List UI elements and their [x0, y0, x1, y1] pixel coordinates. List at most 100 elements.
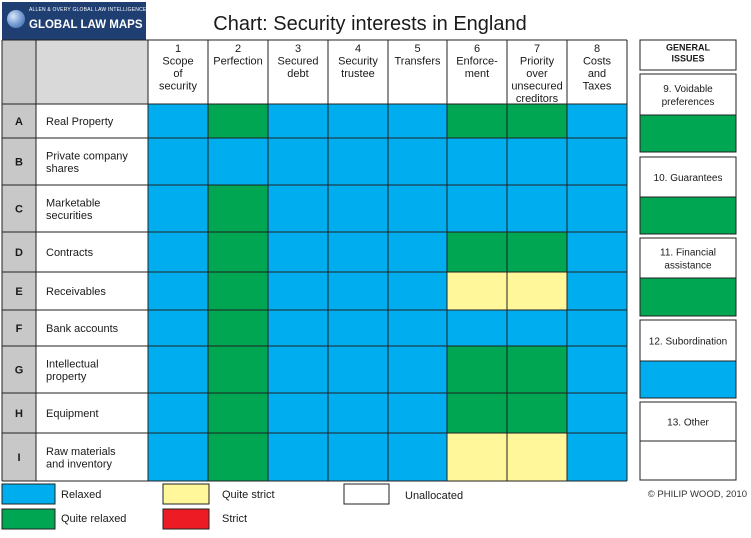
legend-label-strict: Strict: [222, 513, 247, 525]
general-issue-value: [639, 114, 737, 153]
cell-D-3: [268, 232, 328, 272]
cell-E-3: [268, 272, 328, 310]
legend-swatch-quite_relaxed: [1, 508, 56, 530]
cell-H-5: [388, 393, 447, 433]
cell-B-2: [208, 138, 268, 185]
row-label-A: Real Property: [46, 116, 114, 128]
cell-B-6: [447, 138, 507, 185]
legend-label-relaxed: Relaxed: [61, 489, 101, 501]
legend-swatch-strict: [162, 508, 210, 530]
cell-D-1: [148, 232, 208, 272]
cell-D-5: [388, 232, 447, 272]
row-label-D: Contracts: [46, 247, 94, 259]
cell-E-1: [148, 272, 208, 310]
general-issue-label: 13. Other: [667, 418, 709, 429]
row-letter-E: E: [15, 286, 22, 298]
header-corner-letter: [2, 40, 36, 104]
cell-A-7: [507, 104, 567, 138]
cell-I-6: [447, 433, 507, 481]
cell-D-4: [328, 232, 388, 272]
cell-G-7: [507, 346, 567, 393]
row-letter-D: D: [15, 247, 23, 259]
cell-H-7: [507, 393, 567, 433]
cell-G-2: [208, 346, 268, 393]
row-letter-cell: [2, 232, 36, 272]
cell-C-5: [388, 185, 447, 232]
cell-A-8: [567, 104, 627, 138]
column-header-6: 6 Enforce-ment: [456, 43, 498, 80]
globe-icon: [7, 10, 25, 28]
cell-C-3: [268, 185, 328, 232]
cell-G-8: [567, 346, 627, 393]
cell-I-7: [507, 433, 567, 481]
cell-B-3: [268, 138, 328, 185]
cell-F-6: [447, 310, 507, 346]
row-letter-cell: [2, 393, 36, 433]
cell-B-5: [388, 138, 447, 185]
legend-label-unallocated: Unallocated: [405, 490, 463, 502]
general-issue-label-box: [639, 319, 737, 362]
cell-E-2: [208, 272, 268, 310]
row-letter-cell: [2, 346, 36, 393]
cell-F-2: [208, 310, 268, 346]
cell-A-6: [447, 104, 507, 138]
cell-F-3: [268, 310, 328, 346]
column-header-7: 7 Priority over unsecured creditors: [511, 43, 562, 105]
cell-A-2: [208, 104, 268, 138]
cell-H-3: [268, 393, 328, 433]
general-issue-label: 11. Financial assistance: [660, 248, 716, 272]
cell-I-8: [567, 433, 627, 481]
copyright: © PHILIP WOOD, 2010: [647, 489, 747, 500]
cell-G-3: [268, 346, 328, 393]
cell-C-4: [328, 185, 388, 232]
cell-G-1: [148, 346, 208, 393]
header-corner-label: [36, 40, 148, 104]
cell-C-8: [567, 185, 627, 232]
cell-I-2: [208, 433, 268, 481]
column-header-4: 4 Security trustee: [338, 43, 378, 80]
cell-C-1: [148, 185, 208, 232]
general-issue-label: 12. Subordination: [649, 337, 727, 348]
cell-B-4: [328, 138, 388, 185]
row-label-C: Marketable securities: [46, 197, 100, 222]
column-header-1: 1 Scope of security: [159, 43, 197, 93]
row-letter-cell: [2, 138, 36, 185]
column-header-8: 8 Costs and Taxes: [583, 43, 612, 93]
row-letter-B: B: [15, 157, 23, 169]
cell-H-8: [567, 393, 627, 433]
general-issue-value: [639, 440, 737, 481]
legend-label-quite_relaxed: Quite relaxed: [61, 513, 126, 525]
legend-swatch-unallocated: [343, 483, 390, 505]
cell-C-6: [447, 185, 507, 232]
cell-A-5: [388, 104, 447, 138]
cell-I-4: [328, 433, 388, 481]
cell-D-6: [447, 232, 507, 272]
cell-F-5: [388, 310, 447, 346]
cell-H-4: [328, 393, 388, 433]
row-label-B: Private company shares: [46, 150, 128, 175]
cell-I-3: [268, 433, 328, 481]
legend-swatch-relaxed: [1, 483, 56, 505]
cell-E-5: [388, 272, 447, 310]
cell-H-2: [208, 393, 268, 433]
row-label-I: Raw materials and inventory: [46, 446, 116, 471]
cell-A-1: [148, 104, 208, 138]
cell-C-7: [507, 185, 567, 232]
row-letter-C: C: [15, 204, 23, 216]
cell-E-6: [447, 272, 507, 310]
cell-D-8: [567, 232, 627, 272]
cell-G-4: [328, 346, 388, 393]
cell-F-4: [328, 310, 388, 346]
row-letter-cell: [2, 310, 36, 346]
column-header-2: 2 Perfection: [213, 43, 263, 68]
chart-title: Chart: Security interests in England: [213, 13, 527, 35]
cell-F-8: [567, 310, 627, 346]
row-letter-F: F: [16, 323, 23, 335]
general-issue-label-box: [639, 237, 737, 279]
legend-label-quite_strict: Quite strict: [222, 489, 275, 501]
general-issue-label-box: [639, 156, 737, 198]
row-label-G: Intellectual property: [46, 358, 99, 383]
cell-F-1: [148, 310, 208, 346]
cell-F-7: [507, 310, 567, 346]
